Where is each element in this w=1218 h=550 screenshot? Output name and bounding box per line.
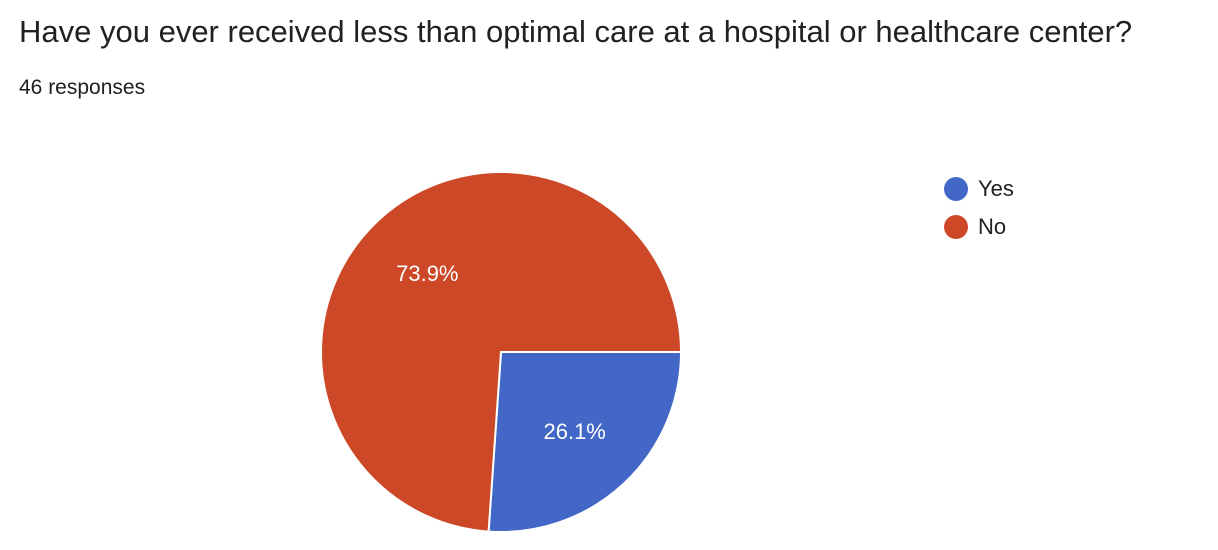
pie-labels: 26.1% 73.9%	[396, 261, 606, 444]
legend: Yes No	[944, 170, 1014, 246]
pie-label-no: 73.9%	[396, 261, 458, 286]
pie-slice-yes[interactable]	[487, 351, 683, 533]
legend-item-yes[interactable]: Yes	[944, 170, 1014, 208]
legend-swatch-yes	[944, 177, 968, 201]
pie-slices	[320, 171, 683, 533]
legend-swatch-no	[944, 215, 968, 239]
pie-slice-no[interactable]	[320, 171, 683, 533]
chart-title: Have you ever received less than optimal…	[19, 14, 1133, 49]
legend-item-no[interactable]: No	[944, 208, 1014, 246]
pie-label-yes: 26.1%	[543, 419, 605, 444]
response-count: 46 responses	[19, 76, 146, 99]
legend-label-no: No	[978, 214, 1007, 239]
legend-label-yes: Yes	[978, 176, 1014, 201]
